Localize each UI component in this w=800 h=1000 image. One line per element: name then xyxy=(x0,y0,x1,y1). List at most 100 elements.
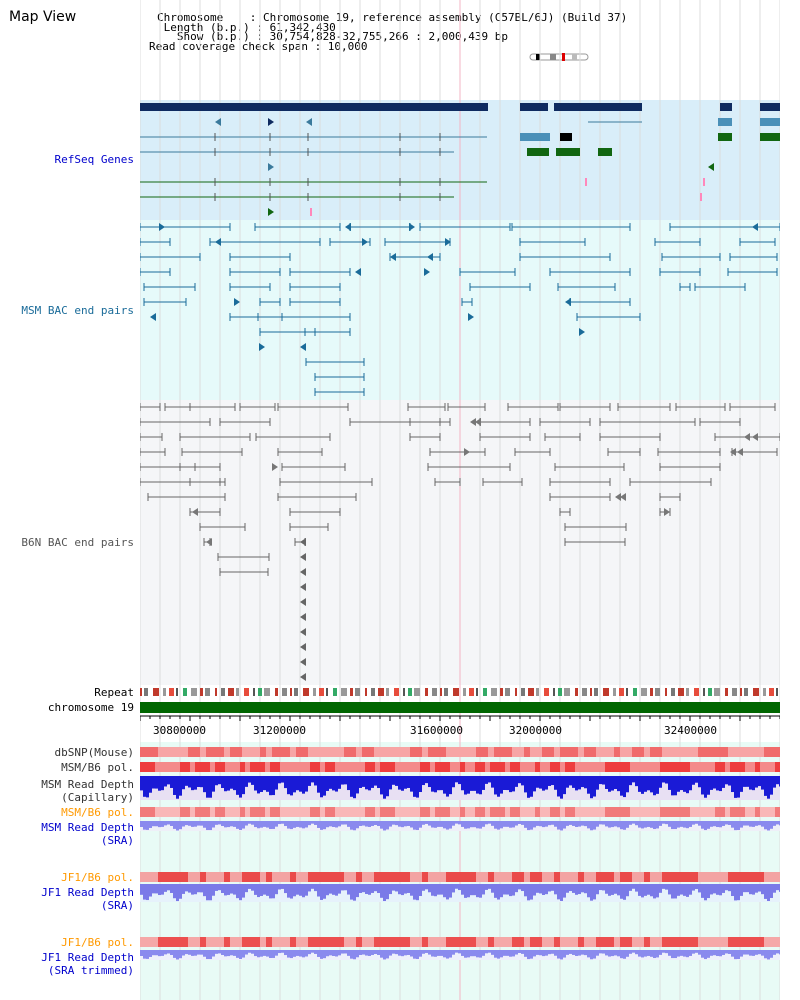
repeat-block xyxy=(228,688,234,696)
depth-bar xyxy=(437,950,440,956)
depth-bar xyxy=(341,884,344,891)
depth-bar xyxy=(395,821,398,826)
heat-cell xyxy=(764,747,770,757)
depth-bar xyxy=(443,884,446,898)
heat-cell xyxy=(600,807,605,817)
depth-bar xyxy=(665,776,668,784)
heat-cell xyxy=(255,807,260,817)
heat-cell xyxy=(505,762,510,772)
heat-cell xyxy=(584,937,590,947)
heat-cell xyxy=(242,872,248,882)
depth-bar xyxy=(191,950,194,956)
depth-bar xyxy=(353,884,356,901)
depth-bar xyxy=(410,776,413,792)
depth-bar xyxy=(713,884,716,894)
depth-bar xyxy=(455,950,458,953)
heat-cell xyxy=(410,937,416,947)
heat-cell xyxy=(740,807,745,817)
depth-bar xyxy=(215,776,218,786)
heat-cell xyxy=(398,872,404,882)
depth-bar xyxy=(554,776,557,790)
depth-bar xyxy=(380,821,383,829)
depth-bar xyxy=(503,884,506,895)
depth-bar xyxy=(218,950,221,954)
heat-cell xyxy=(590,747,596,757)
heat-cell xyxy=(195,762,200,772)
depth-bar xyxy=(329,884,332,894)
heat-cell xyxy=(730,762,735,772)
heat-cell xyxy=(290,872,296,882)
heat-cell xyxy=(485,762,490,772)
heat-cell xyxy=(404,747,410,757)
heat-cell xyxy=(655,807,660,817)
repeat-block xyxy=(613,688,616,696)
depth-bar xyxy=(602,884,605,891)
heat-cell xyxy=(715,762,720,772)
depth-bar xyxy=(614,821,617,827)
depth-bar xyxy=(608,821,611,828)
depth-bar xyxy=(776,950,779,954)
strand-arrow xyxy=(730,448,736,456)
depth-bar xyxy=(713,821,716,827)
gene-exon xyxy=(520,103,548,111)
repeat-block xyxy=(425,688,428,696)
heat-cell xyxy=(735,807,740,817)
repeat-block xyxy=(544,688,549,696)
heat-cell xyxy=(266,872,272,882)
depth-bar xyxy=(371,821,374,826)
depth-bar xyxy=(677,776,680,792)
heat-cell xyxy=(284,747,290,757)
depth-bar xyxy=(149,821,152,828)
depth-bar xyxy=(467,884,470,898)
heat-cell xyxy=(350,807,355,817)
heat-cell xyxy=(305,807,310,817)
heat-cell xyxy=(446,937,452,947)
repeat-block xyxy=(371,688,375,696)
heat-cell xyxy=(704,747,710,757)
depth-bar xyxy=(461,884,464,895)
depth-bar xyxy=(425,950,428,953)
chromosome-ideogram[interactable] xyxy=(528,52,590,62)
strand-arrow xyxy=(579,328,585,336)
heat-cell xyxy=(248,747,254,757)
heat-cell xyxy=(760,762,765,772)
depth-bar xyxy=(608,884,611,896)
depth-bar xyxy=(545,950,548,956)
repeat-block xyxy=(744,688,748,696)
depth-bar xyxy=(197,950,200,955)
depth-bar xyxy=(218,884,221,891)
depth-bar xyxy=(224,776,227,792)
strand-arrow xyxy=(150,313,156,321)
depth-bar xyxy=(683,776,686,792)
map-canvas[interactable]: 30800000 31200000 31600000 32000000 3240… xyxy=(140,0,780,1000)
depth-bar xyxy=(647,884,650,895)
depth-bar xyxy=(242,821,245,829)
depth-bar xyxy=(761,950,764,956)
depth-bar xyxy=(527,950,530,960)
heat-cell xyxy=(560,762,565,772)
heat-cell xyxy=(560,807,565,817)
depth-bar xyxy=(641,821,644,829)
heat-cell xyxy=(720,762,725,772)
depth-bar xyxy=(548,950,551,955)
depth-bar xyxy=(338,776,341,789)
heat-cell xyxy=(614,937,620,947)
depth-bar xyxy=(719,950,722,957)
track-plot[interactable] xyxy=(140,0,780,1000)
depth-bar xyxy=(590,776,593,799)
depth-bar xyxy=(299,821,302,828)
depth-bar xyxy=(236,821,239,829)
depth-bar xyxy=(662,950,665,953)
depth-bar xyxy=(365,950,368,956)
heat-cell xyxy=(692,937,698,947)
depth-bar xyxy=(257,950,260,958)
repeat-block xyxy=(725,688,728,696)
heat-cell xyxy=(240,807,245,817)
heat-cell xyxy=(494,872,500,882)
heat-cell xyxy=(170,872,176,882)
heat-cell xyxy=(605,762,610,772)
heat-cell xyxy=(704,872,710,882)
repeat-block xyxy=(350,688,353,696)
depth-bar xyxy=(329,776,332,789)
depth-bar xyxy=(593,950,596,959)
